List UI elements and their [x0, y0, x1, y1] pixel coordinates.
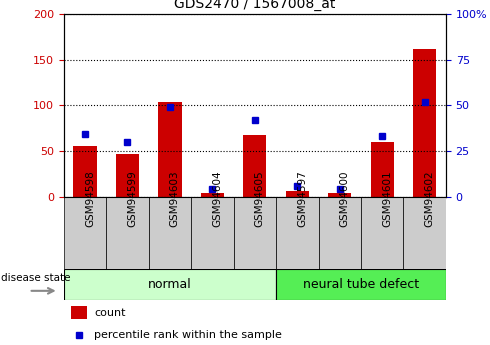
Text: GSM94603: GSM94603 — [170, 170, 180, 227]
Bar — [403, 197, 446, 269]
Bar — [276, 269, 446, 300]
Bar — [328, 193, 351, 197]
Bar — [234, 197, 276, 269]
Bar — [116, 154, 139, 197]
Text: GSM94604: GSM94604 — [212, 170, 222, 227]
Text: GSM94605: GSM94605 — [255, 170, 265, 227]
Text: count: count — [94, 308, 126, 318]
Bar — [191, 197, 234, 269]
Bar — [64, 269, 276, 300]
Bar — [370, 142, 394, 197]
Text: GSM94598: GSM94598 — [85, 170, 95, 227]
Text: GSM94597: GSM94597 — [297, 170, 307, 227]
Bar — [413, 49, 437, 197]
Bar — [72, 306, 87, 319]
Bar — [158, 102, 182, 197]
Text: GSM94601: GSM94601 — [382, 170, 392, 227]
Text: disease state: disease state — [1, 274, 71, 283]
Bar — [106, 197, 148, 269]
Bar — [201, 193, 224, 197]
Text: GSM94599: GSM94599 — [127, 170, 137, 227]
Text: percentile rank within the sample: percentile rank within the sample — [94, 330, 282, 340]
Title: GDS2470 / 1567008_at: GDS2470 / 1567008_at — [174, 0, 336, 11]
Text: GSM94600: GSM94600 — [340, 170, 350, 227]
Bar — [361, 197, 403, 269]
Bar — [318, 197, 361, 269]
Bar — [276, 197, 318, 269]
Text: neural tube defect: neural tube defect — [303, 278, 419, 291]
Text: GSM94602: GSM94602 — [425, 170, 435, 227]
Bar — [148, 197, 191, 269]
Bar — [74, 146, 97, 197]
Bar — [64, 197, 106, 269]
Bar — [243, 135, 267, 197]
Text: normal: normal — [148, 278, 192, 291]
Bar — [286, 191, 309, 197]
